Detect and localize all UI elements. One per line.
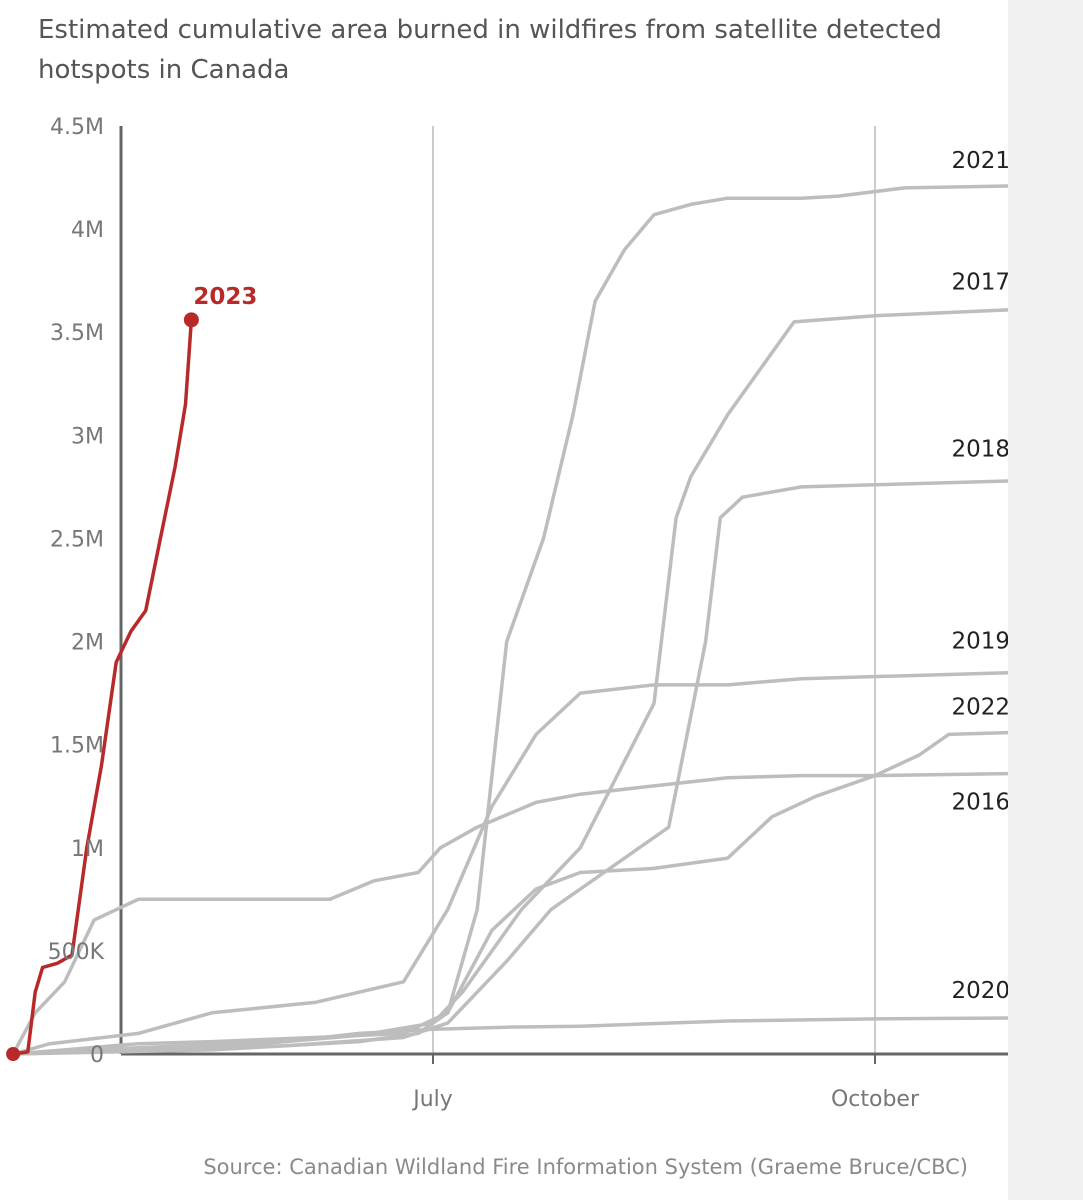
series-end-point-2023 bbox=[183, 312, 199, 328]
y-tick-label: 2.5M bbox=[50, 527, 104, 552]
y-tick-label: 0 bbox=[90, 1043, 104, 1068]
series-line-2016 bbox=[11, 771, 1008, 1056]
series-label-2021: 2021 bbox=[951, 148, 1008, 174]
gridlines bbox=[432, 126, 876, 1054]
series-line-2017 bbox=[11, 308, 1008, 1056]
series-start-point-2023 bbox=[6, 1047, 21, 1061]
y-tick-label: 1M bbox=[71, 837, 104, 862]
y-tick-label: 1.5M bbox=[50, 734, 104, 759]
series-label-2018: 2018 bbox=[951, 437, 1008, 463]
series-label-2017: 2017 bbox=[951, 270, 1008, 296]
labels: July October 0 500K 1M 1.5M 2M 2.5M 3M 3.5M 4M 4.5M… bbox=[48, 115, 1008, 1112]
series-label-2020: 2020 bbox=[951, 978, 1008, 1004]
series-label-2022: 2022 bbox=[951, 694, 1008, 720]
axes bbox=[119, 126, 1008, 1064]
series-line-2023 bbox=[11, 318, 194, 1056]
series-label-2019: 2019 bbox=[951, 628, 1008, 654]
y-tick-label: 4M bbox=[71, 218, 104, 243]
series-lines bbox=[6, 184, 1008, 1061]
series-label-2023: 2023 bbox=[193, 284, 257, 310]
series-line-2022 bbox=[11, 730, 1008, 1056]
chart-page: Estimated cumulative area burned in wild… bbox=[0, 0, 1008, 1200]
line-chart: July October 0 500K 1M 1.5M 2M 2.5M 3M 3.5M 4M 4.5M… bbox=[6, 115, 1008, 1112]
series-line-2019 bbox=[11, 671, 1008, 1056]
source-note: Source: Canadian Wildland Fire Informati… bbox=[203, 1155, 968, 1179]
chart-title: Estimated cumulative area burned in wild… bbox=[38, 15, 942, 85]
x-tick-label: July bbox=[411, 1087, 453, 1112]
series-line-2018 bbox=[11, 479, 1008, 1056]
y-tick-label: 2M bbox=[71, 631, 104, 656]
series-label-2016: 2016 bbox=[951, 790, 1008, 816]
series-line-2020 bbox=[11, 1016, 1008, 1056]
y-tick-label: 500K bbox=[48, 940, 105, 965]
y-tick-label: 4.5M bbox=[50, 115, 104, 140]
y-tick-label: 3.5M bbox=[50, 321, 104, 346]
x-tick-label: October bbox=[831, 1087, 920, 1112]
y-tick-label: 3M bbox=[71, 424, 104, 449]
